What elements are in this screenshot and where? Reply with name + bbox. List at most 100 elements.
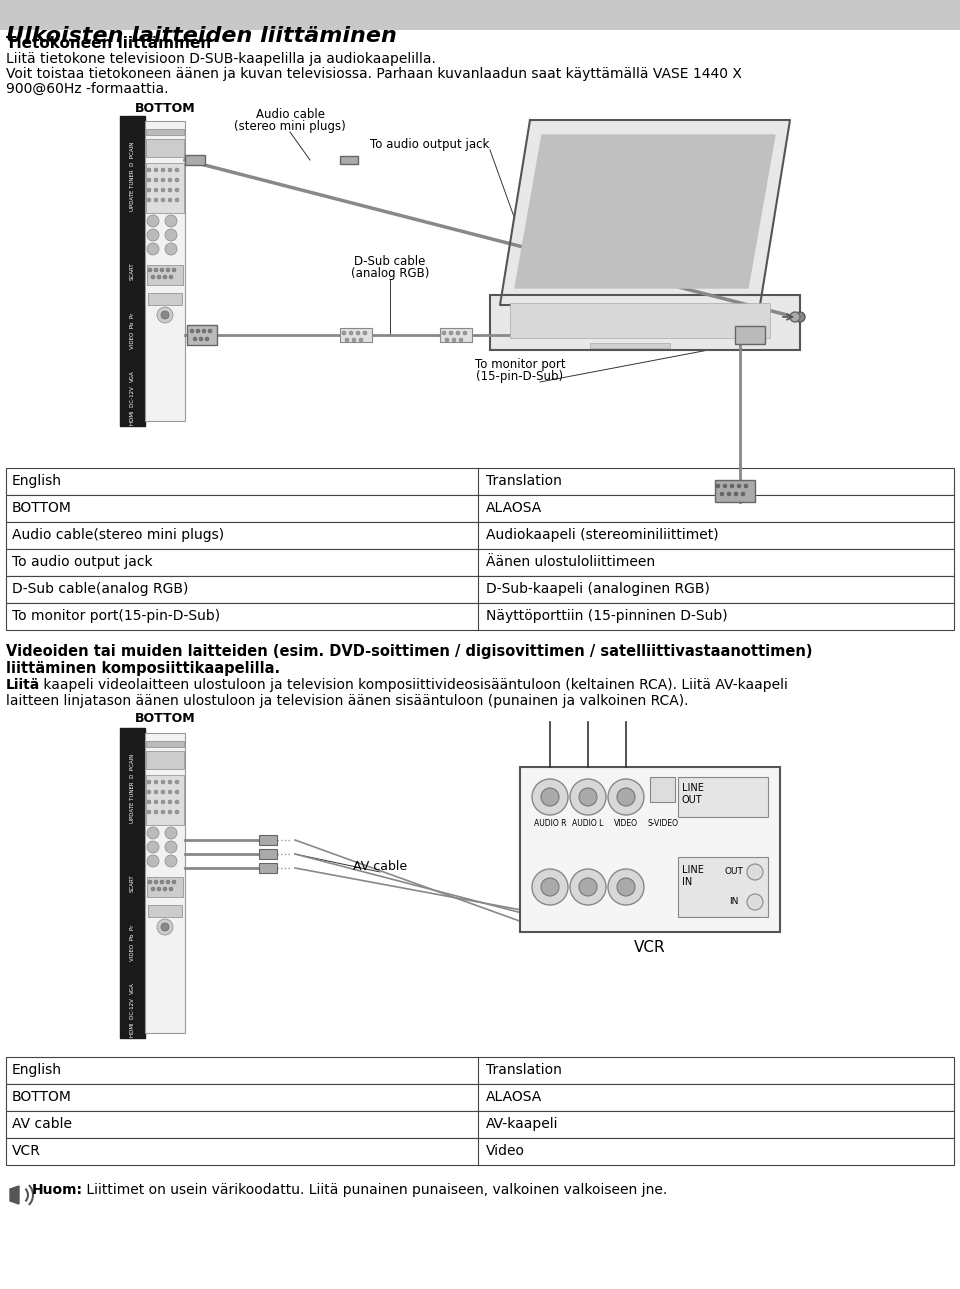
Text: LINE: LINE — [682, 865, 704, 875]
Circle shape — [172, 880, 176, 884]
Circle shape — [532, 869, 568, 905]
Text: Voit toistaa tietokoneen äänen ja kuvan televisiossa. Parhaan kuvanlaadun saat k: Voit toistaa tietokoneen äänen ja kuvan … — [6, 67, 742, 81]
Circle shape — [744, 483, 748, 489]
Text: (stereo mini plugs): (stereo mini plugs) — [234, 120, 346, 133]
Circle shape — [747, 895, 763, 910]
Text: liittäminen komposiittikaapelilla.: liittäminen komposiittikaapelilla. — [6, 661, 280, 675]
Circle shape — [570, 779, 606, 815]
Circle shape — [193, 336, 197, 342]
Circle shape — [154, 800, 158, 804]
Bar — [259, 864, 277, 873]
Circle shape — [608, 779, 644, 815]
Text: BOTTOM: BOTTOM — [134, 712, 195, 724]
Text: Audio cable(stereo mini plugs): Audio cable(stereo mini plugs) — [12, 528, 224, 541]
Circle shape — [147, 790, 151, 794]
Circle shape — [175, 790, 179, 794]
Bar — [146, 129, 184, 135]
Bar — [715, 480, 755, 501]
Circle shape — [359, 338, 363, 342]
Bar — [6, 1084, 954, 1111]
Circle shape — [168, 199, 172, 202]
Circle shape — [163, 887, 167, 891]
Bar — [120, 728, 145, 1038]
Circle shape — [154, 780, 158, 784]
Circle shape — [168, 809, 172, 813]
Text: To audio output jack: To audio output jack — [371, 138, 490, 151]
Text: Translation: Translation — [486, 1063, 562, 1078]
Bar — [6, 522, 954, 549]
Bar — [6, 1111, 954, 1138]
Text: HDMI  DC-12V: HDMI DC-12V — [130, 387, 134, 425]
Circle shape — [148, 268, 152, 272]
Text: LINE: LINE — [682, 782, 704, 793]
Circle shape — [147, 840, 159, 853]
Bar — [650, 777, 675, 802]
Polygon shape — [515, 135, 775, 287]
Circle shape — [349, 331, 353, 335]
Text: SCART: SCART — [130, 874, 134, 892]
Circle shape — [147, 244, 159, 255]
Circle shape — [161, 800, 165, 804]
Text: HDMI  DC-12V: HDMI DC-12V — [130, 999, 134, 1038]
Bar — [146, 741, 184, 748]
Circle shape — [617, 788, 635, 806]
Circle shape — [165, 855, 177, 867]
Circle shape — [579, 788, 597, 806]
Bar — [490, 295, 800, 351]
Text: English: English — [12, 1063, 62, 1078]
Text: Liitä tietokone televisioon D-SUB-kaapelilla ja audiokaapelilla.: Liitä tietokone televisioon D-SUB-kaapel… — [6, 52, 436, 66]
Text: VGA: VGA — [130, 982, 134, 994]
Text: UPDATE TUNER  D  PCAIN: UPDATE TUNER D PCAIN — [130, 753, 134, 822]
Bar — [259, 835, 277, 846]
Circle shape — [147, 828, 159, 839]
Bar — [678, 857, 768, 916]
Circle shape — [165, 244, 177, 255]
Text: D-Sub-kaapeli (analoginen RGB): D-Sub-kaapeli (analoginen RGB) — [486, 583, 709, 596]
Text: (analog RGB): (analog RGB) — [350, 267, 429, 280]
Text: laitteen linjatason äänen ulostuloon ja television äänen sisääntuloon (punainen : laitteen linjatason äänen ulostuloon ja … — [6, 693, 688, 708]
Text: AV cable: AV cable — [12, 1118, 72, 1130]
Text: Liitä: Liitä — [6, 678, 40, 692]
Circle shape — [199, 336, 203, 342]
Circle shape — [161, 188, 165, 192]
Text: IN: IN — [730, 897, 738, 906]
Circle shape — [160, 880, 164, 884]
Circle shape — [342, 331, 346, 335]
Text: Translation: Translation — [486, 474, 562, 489]
Bar — [520, 767, 780, 932]
Text: VCR: VCR — [12, 1145, 41, 1158]
Text: ALAOSA: ALAOSA — [486, 501, 542, 516]
Circle shape — [151, 275, 155, 278]
Circle shape — [154, 188, 158, 192]
Circle shape — [165, 229, 177, 241]
Circle shape — [154, 199, 158, 202]
Text: VCR: VCR — [635, 940, 666, 955]
Bar — [0, 0, 960, 30]
Text: VIDEO  Pb  Pr: VIDEO Pb Pr — [130, 313, 134, 349]
Circle shape — [148, 880, 152, 884]
Text: Äänen ulostuloliittimeen: Äänen ulostuloliittimeen — [486, 556, 655, 568]
Circle shape — [147, 229, 159, 241]
Circle shape — [720, 492, 724, 496]
Circle shape — [161, 809, 165, 813]
Text: Tietokoneen liittäminen: Tietokoneen liittäminen — [6, 36, 211, 52]
Circle shape — [161, 178, 165, 182]
Text: S-VIDEO: S-VIDEO — [647, 819, 679, 828]
Circle shape — [463, 331, 467, 335]
Bar — [259, 849, 277, 858]
Bar — [6, 1057, 954, 1084]
Bar — [6, 495, 954, 522]
Circle shape — [172, 268, 176, 272]
Text: D-Sub cable: D-Sub cable — [354, 255, 425, 268]
Circle shape — [202, 329, 206, 333]
Text: (15-pin-D-Sub): (15-pin-D-Sub) — [476, 370, 564, 383]
Circle shape — [157, 919, 173, 935]
Bar — [6, 1138, 954, 1165]
Bar — [146, 775, 184, 825]
Circle shape — [147, 855, 159, 867]
Circle shape — [459, 338, 463, 342]
Circle shape — [157, 275, 161, 278]
Bar — [510, 303, 770, 338]
Bar — [590, 343, 670, 348]
Text: English: English — [12, 474, 62, 489]
